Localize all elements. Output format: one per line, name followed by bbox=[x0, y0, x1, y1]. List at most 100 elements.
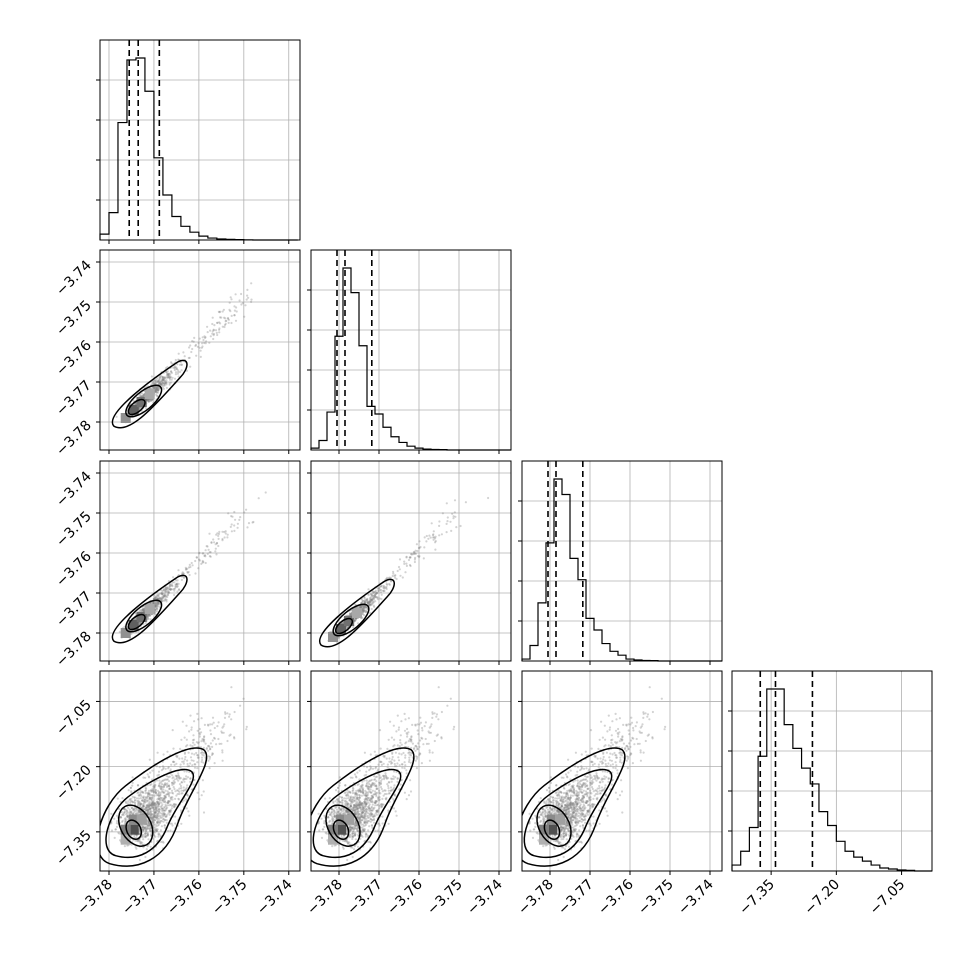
scatter-point bbox=[217, 537, 220, 540]
scatter-point bbox=[164, 789, 167, 792]
scatter-point bbox=[183, 736, 186, 739]
scatter-point bbox=[155, 792, 158, 795]
scatter-point bbox=[382, 584, 385, 587]
scatter-point bbox=[209, 335, 212, 338]
scatter-point bbox=[452, 515, 455, 518]
scatter-point bbox=[207, 745, 210, 748]
scatter-point bbox=[202, 746, 205, 749]
scatter-point bbox=[161, 807, 164, 811]
scatter-point bbox=[149, 602, 153, 605]
scatter-point bbox=[169, 376, 172, 379]
scatter-point bbox=[117, 831, 120, 834]
scatter-point bbox=[161, 815, 164, 818]
scatter-point bbox=[357, 789, 360, 792]
scatter-point bbox=[147, 806, 150, 809]
scatter-point bbox=[368, 603, 371, 606]
scatter-point bbox=[167, 767, 170, 770]
contour-level bbox=[127, 398, 146, 416]
scatter-point bbox=[375, 775, 379, 778]
scatter-point bbox=[142, 805, 145, 809]
scatter-point bbox=[163, 805, 166, 808]
scatter-point bbox=[131, 781, 134, 784]
scatter-point bbox=[147, 400, 150, 403]
scatter-point bbox=[137, 794, 140, 797]
scatter-point bbox=[148, 758, 151, 761]
scatter-point bbox=[354, 809, 357, 812]
scatter-point bbox=[188, 563, 191, 566]
scatter-point bbox=[151, 794, 154, 797]
scatter-point bbox=[203, 335, 206, 338]
scatter-point bbox=[182, 789, 185, 792]
scatter-point bbox=[348, 798, 351, 801]
scatter-point bbox=[204, 549, 207, 552]
scatter-point bbox=[155, 389, 158, 392]
scatter-point bbox=[154, 784, 157, 787]
scatter-point bbox=[226, 739, 229, 743]
scatter-point bbox=[353, 823, 356, 826]
scatter-point bbox=[163, 794, 166, 797]
scatter-point bbox=[353, 797, 356, 800]
scatter-point bbox=[366, 787, 369, 790]
scatter-point bbox=[159, 383, 163, 386]
scatter-point bbox=[350, 808, 353, 811]
scatter-point bbox=[347, 790, 350, 793]
scatter-point bbox=[413, 552, 416, 555]
scatter-point bbox=[167, 791, 170, 794]
scatter-point bbox=[154, 390, 157, 393]
pair-content bbox=[111, 282, 253, 429]
scatter-point bbox=[156, 394, 159, 397]
scatter-point bbox=[157, 794, 160, 797]
scatter-point bbox=[146, 825, 149, 828]
scatter-point bbox=[148, 810, 151, 813]
scatter-point bbox=[147, 792, 150, 795]
scatter-point bbox=[189, 780, 192, 783]
scatter-point bbox=[187, 570, 190, 574]
scatter-point bbox=[142, 838, 145, 841]
contour-level bbox=[100, 747, 208, 867]
scatter-point bbox=[370, 593, 373, 596]
scatter-point bbox=[157, 812, 160, 815]
scatter-point bbox=[146, 797, 149, 800]
scatter-point bbox=[197, 742, 200, 745]
scatter-point bbox=[140, 609, 143, 612]
scatter-point bbox=[423, 546, 426, 549]
scatter-point bbox=[359, 789, 362, 792]
scatter-point bbox=[191, 340, 194, 343]
scatter-point bbox=[144, 826, 147, 829]
scatter-point bbox=[382, 803, 385, 806]
scatter-point bbox=[139, 802, 142, 805]
scatter-point bbox=[161, 591, 164, 594]
scatter-point bbox=[153, 808, 156, 811]
scatter-point bbox=[345, 793, 348, 796]
scatter-point bbox=[161, 596, 164, 599]
scatter-point bbox=[226, 533, 229, 536]
scatter-point bbox=[120, 816, 123, 819]
scatter-point bbox=[166, 790, 169, 793]
scatter-point bbox=[438, 534, 441, 537]
scatter-point bbox=[148, 793, 151, 796]
scatter-point bbox=[142, 795, 145, 798]
scatter-point bbox=[163, 594, 166, 598]
scatter-point bbox=[355, 808, 358, 811]
scatter-point bbox=[322, 828, 325, 831]
scatter-point bbox=[148, 796, 151, 799]
scatter-point bbox=[201, 561, 204, 564]
scatter-point bbox=[148, 796, 151, 800]
scatter-point bbox=[187, 356, 190, 360]
scatter-point bbox=[130, 799, 133, 803]
y-tick-label: −3.78 bbox=[53, 418, 95, 460]
scatter-point bbox=[189, 344, 192, 347]
scatter-point bbox=[150, 829, 153, 833]
scatter-point bbox=[366, 601, 369, 604]
scatter-point bbox=[171, 781, 174, 784]
scatter-point bbox=[166, 586, 169, 589]
scatter-point bbox=[372, 807, 375, 810]
scatter-point bbox=[150, 794, 153, 797]
scatter-point bbox=[153, 811, 156, 814]
scatter-point bbox=[172, 781, 175, 785]
axes-frame bbox=[310, 249, 512, 451]
scatter-point bbox=[356, 829, 359, 833]
scatter-point bbox=[140, 395, 143, 398]
scatter-point bbox=[158, 798, 161, 801]
scatter-point bbox=[170, 583, 173, 586]
